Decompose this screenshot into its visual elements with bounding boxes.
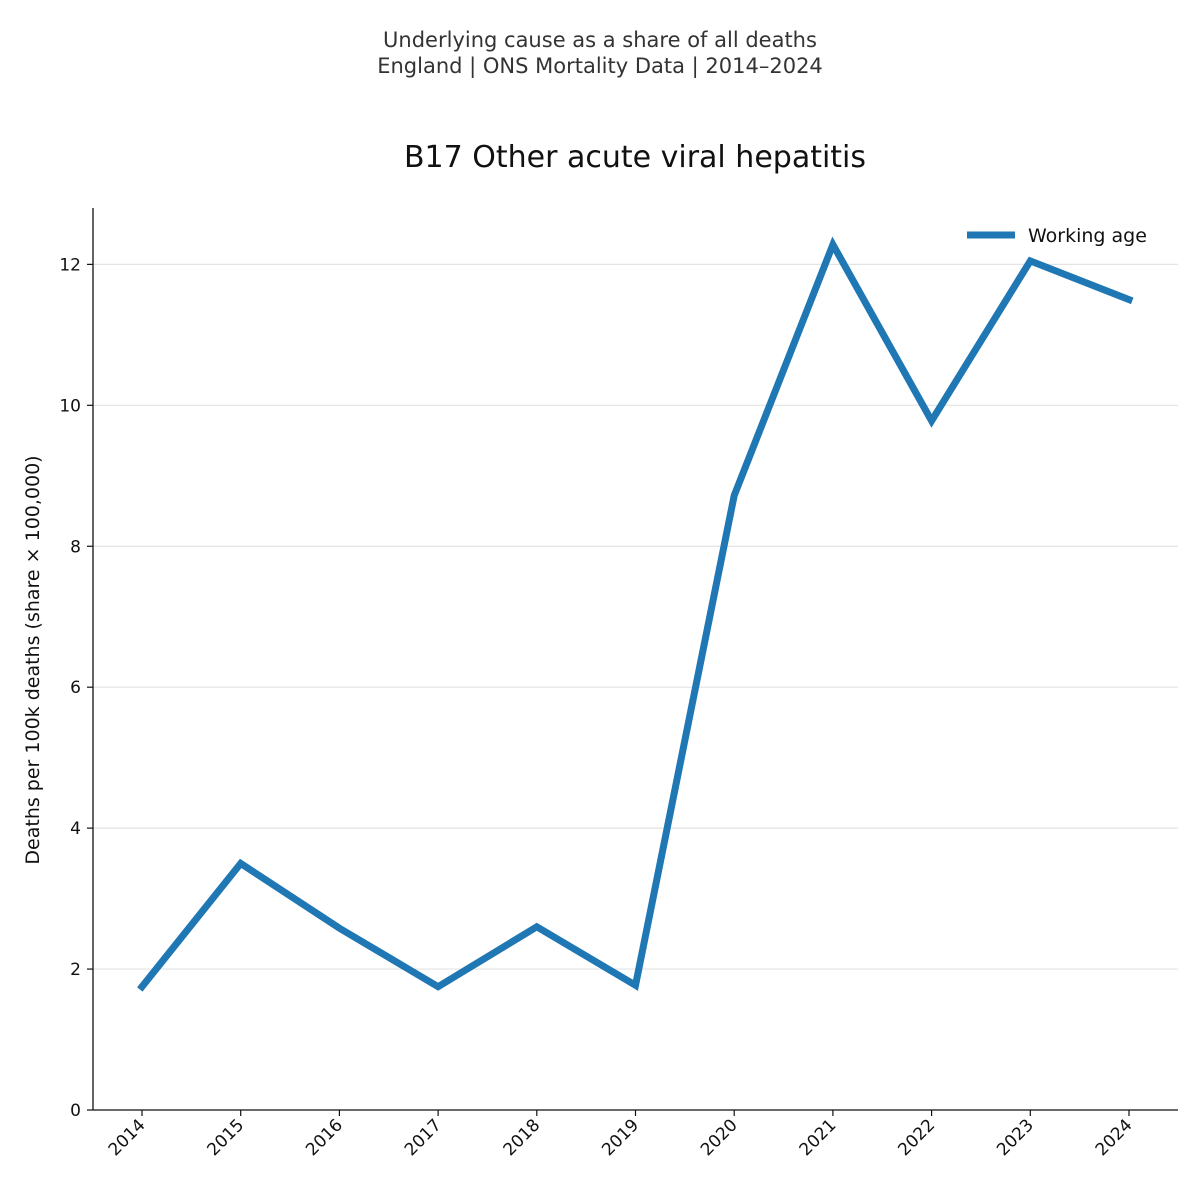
y-tick-label: 10 [59, 396, 81, 416]
y-axis-label: Deaths per 100k deaths (share × 100,000) [22, 455, 44, 864]
y-tick-label: 8 [70, 537, 81, 557]
x-tick-label: 2014 [105, 1115, 150, 1160]
y-tick-label: 2 [70, 960, 81, 980]
y-tick-label: 4 [70, 819, 81, 839]
x-tick-label: 2022 [894, 1115, 939, 1160]
y-tick-label: 12 [59, 255, 81, 275]
x-tick-label: 2020 [697, 1115, 742, 1160]
x-tick-label: 2015 [203, 1115, 248, 1160]
x-tick-label: 2018 [500, 1115, 545, 1160]
x-tick-label: 2016 [302, 1115, 347, 1160]
suptitle-line-2: England | ONS Mortality Data | 2014–2024 [377, 54, 823, 79]
x-tick-label: 2023 [993, 1115, 1038, 1160]
x-tick-label: 2019 [598, 1115, 643, 1160]
y-tick-label: 0 [70, 1101, 81, 1121]
legend-label: Working age [1028, 225, 1147, 247]
x-ticks: 2014 2015 2016 2017 2018 2019 2020 2021 2022 2023… [105, 1110, 1137, 1160]
x-tick-label: 2021 [796, 1115, 841, 1160]
x-tick-label: 2024 [1092, 1115, 1137, 1160]
y-ticks: 0 2 4 6 8 10 12 [59, 255, 93, 1121]
suptitle-line-1: Underlying cause as a share of all death… [383, 28, 817, 52]
x-tick-label: 2017 [401, 1115, 446, 1160]
legend: Working age [967, 225, 1147, 247]
y-tick-label: 6 [70, 678, 81, 698]
series-line [137, 236, 1134, 992]
series [137, 236, 1134, 992]
chart-title: B17 Other acute viral hepatitis [404, 140, 866, 175]
gridlines [93, 263, 1178, 970]
